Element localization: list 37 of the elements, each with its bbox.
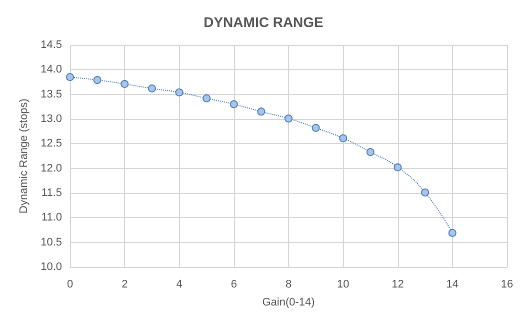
point	[312, 124, 320, 132]
point	[284, 114, 292, 123]
point	[230, 100, 238, 108]
x-tick-label: 2	[122, 278, 128, 290]
x-axis-title: Gain(0-14)	[262, 296, 315, 308]
point	[421, 188, 430, 197]
point	[120, 80, 129, 88]
x-tick-label: 0	[66, 278, 74, 290]
x-tick-label: 12	[392, 278, 404, 290]
point	[257, 108, 266, 116]
point	[394, 163, 402, 172]
y-tick-label: 13.0	[40, 113, 62, 125]
x-tick-label: 4	[176, 278, 182, 290]
point	[66, 73, 74, 82]
y-axis-title: Dynamic Range (stops)	[18, 98, 30, 214]
y-tick-label: 11.5	[41, 187, 62, 199]
y-tick-label: 14.5	[40, 39, 62, 51]
point	[366, 148, 374, 156]
chart-title: DYNAMIC RANGE	[204, 14, 324, 30]
y-tick-label: 10.5	[40, 236, 62, 248]
y-tick-label: 10.0	[40, 261, 62, 273]
point	[448, 228, 456, 237]
y-tick-label: 13.5	[40, 88, 62, 100]
y-tick-label: 12.5	[40, 138, 62, 150]
y-tick-label: 14.0	[40, 64, 62, 76]
x-tick-label: 8	[285, 278, 292, 290]
point	[148, 84, 156, 92]
point	[175, 88, 184, 96]
x-tick-label: 6	[230, 278, 237, 290]
point	[339, 134, 348, 142]
x-tick-label: 10	[337, 278, 350, 290]
x-tick-label: 16	[500, 278, 514, 290]
y-tick-label: 12.0	[40, 162, 62, 174]
x-tick-label: 14	[446, 278, 458, 290]
y-tick-label: 11.0	[41, 212, 62, 224]
point	[202, 94, 211, 102]
point	[93, 76, 102, 84]
